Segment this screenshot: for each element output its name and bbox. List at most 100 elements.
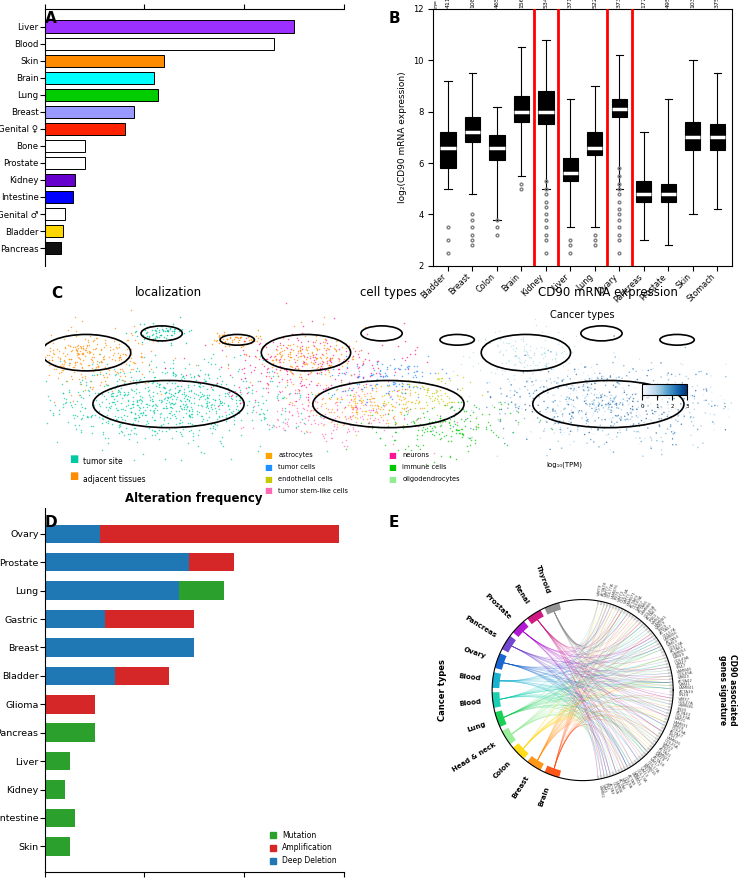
Polygon shape: [651, 634, 655, 638]
Point: [43, 367, 55, 381]
Polygon shape: [662, 654, 666, 656]
Point: [83, 346, 95, 360]
Point: [447, 403, 459, 418]
Point: [506, 425, 518, 439]
Point: [99, 389, 111, 403]
Point: [410, 393, 422, 407]
Point: [350, 410, 362, 424]
Point: [579, 427, 591, 441]
Point: [211, 334, 223, 348]
Point: [497, 335, 509, 349]
Point: [111, 346, 123, 360]
Point: [170, 417, 182, 431]
Point: [225, 389, 237, 403]
Point: [403, 402, 415, 416]
Point: [260, 340, 272, 354]
Point: [154, 384, 166, 398]
Point: [597, 369, 609, 383]
Point: [279, 380, 291, 394]
Point: [192, 367, 204, 381]
Point: [386, 399, 398, 413]
Text: FN59: FN59: [657, 624, 668, 633]
Point: [540, 359, 552, 374]
Point: [602, 402, 614, 416]
Point: [153, 379, 165, 393]
Point: [651, 433, 663, 448]
Point: [361, 373, 373, 387]
Point: [300, 340, 312, 354]
Polygon shape: [663, 721, 667, 724]
Text: COL33A: COL33A: [675, 714, 691, 722]
Point: [116, 425, 128, 439]
Point: [235, 413, 247, 427]
Point: [365, 405, 376, 419]
Point: [329, 344, 341, 358]
Point: [678, 409, 690, 423]
Point: [444, 418, 456, 433]
Point: [243, 328, 255, 342]
Point: [581, 376, 593, 390]
Point: [116, 412, 128, 426]
Point: [257, 406, 269, 420]
Point: [377, 402, 389, 416]
Text: 156: 156: [519, 0, 524, 8]
Point: [464, 414, 476, 428]
Point: [211, 411, 223, 426]
Point: [429, 419, 441, 433]
Point: [181, 397, 193, 411]
Point: [255, 336, 267, 350]
Point: [220, 408, 232, 422]
Point: [614, 411, 626, 426]
Point: [211, 418, 223, 432]
Point: [582, 389, 594, 403]
Point: [398, 392, 410, 406]
Point: [374, 367, 385, 381]
Point: [509, 388, 521, 402]
Point: [221, 387, 233, 401]
Point: [488, 400, 500, 414]
Point: [226, 406, 238, 420]
Bar: [45, 191, 72, 204]
Point: [192, 428, 204, 442]
Point: [174, 399, 186, 413]
Point: [193, 423, 205, 437]
Point: [192, 368, 204, 382]
Point: [604, 411, 616, 426]
Point: [371, 405, 383, 419]
Point: [273, 384, 285, 398]
Point: [234, 330, 246, 344]
Point: [77, 391, 89, 405]
Point: [254, 329, 266, 343]
Point: [201, 396, 213, 411]
Point: [530, 341, 542, 355]
Point: [166, 376, 178, 390]
Point: [369, 404, 381, 418]
Point: [582, 412, 594, 426]
Point: [173, 404, 185, 418]
Point: [554, 395, 566, 409]
Text: LAMB21: LAMB21: [655, 750, 670, 763]
Point: [179, 420, 190, 434]
Point: [393, 362, 405, 376]
Point: [200, 400, 212, 414]
Point: [112, 383, 124, 397]
Point: [521, 364, 533, 378]
Point: [169, 386, 181, 400]
Point: [542, 386, 554, 400]
Point: [134, 396, 146, 411]
Point: [656, 379, 668, 393]
Point: [548, 426, 560, 440]
Point: [165, 329, 177, 343]
Point: [580, 417, 592, 431]
Point: [397, 382, 409, 396]
Point: [457, 402, 469, 416]
Point: [392, 382, 404, 396]
Point: [540, 320, 552, 334]
Point: [249, 349, 261, 363]
Point: [685, 428, 697, 442]
Point: [159, 381, 171, 396]
Text: CD90 associated
genes signature: CD90 associated genes signature: [718, 655, 737, 726]
Point: [306, 345, 318, 359]
Point: [482, 415, 494, 429]
Point: [556, 441, 568, 455]
